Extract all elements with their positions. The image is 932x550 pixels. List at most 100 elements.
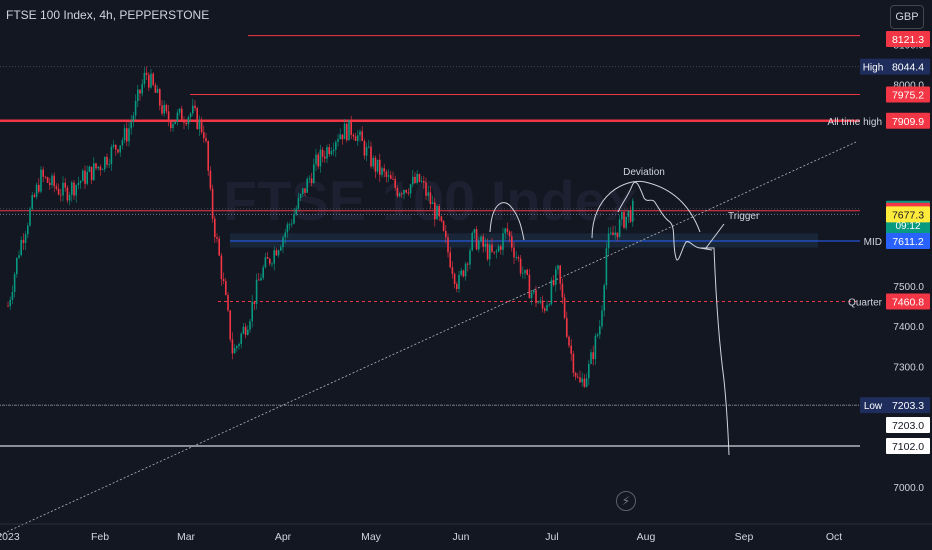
candle-body bbox=[57, 188, 60, 195]
candle-body bbox=[306, 178, 308, 193]
candles bbox=[7, 66, 634, 388]
candle-body bbox=[326, 147, 328, 159]
candle-body bbox=[64, 182, 66, 188]
level-captions: All time high MID Quarter bbox=[828, 117, 883, 309]
candle-body bbox=[361, 131, 363, 141]
candle-body bbox=[590, 352, 592, 364]
candle-body bbox=[38, 184, 40, 192]
candle-body bbox=[13, 274, 16, 292]
price-tag-text: 7460.8 bbox=[892, 297, 924, 309]
candle-body bbox=[75, 185, 77, 196]
candle-body bbox=[291, 223, 293, 225]
candle-body bbox=[491, 244, 493, 252]
currency-button[interactable]: GBP bbox=[890, 5, 924, 29]
candle-body bbox=[493, 251, 495, 253]
candle-body bbox=[88, 166, 91, 172]
candle-body bbox=[308, 178, 311, 180]
candle-body bbox=[627, 210, 630, 217]
time-axis[interactable]: 2023 Feb Mar Apr May Jun Jul Aug Sep Oct bbox=[0, 523, 932, 543]
candle-body bbox=[348, 119, 350, 141]
candle-body bbox=[442, 221, 445, 231]
candle-body bbox=[405, 189, 407, 193]
candle-body bbox=[295, 208, 297, 215]
candle-body bbox=[614, 232, 616, 236]
candle-body bbox=[337, 139, 339, 142]
candle-body bbox=[249, 321, 251, 330]
candle-body bbox=[216, 237, 218, 239]
candle-body bbox=[185, 122, 187, 125]
candle-body bbox=[130, 121, 132, 129]
candle-body bbox=[504, 228, 506, 234]
candle-body bbox=[343, 123, 346, 140]
candle-body bbox=[9, 299, 11, 307]
candle-body bbox=[533, 290, 535, 293]
candle-body bbox=[236, 345, 238, 349]
deviation-label: Deviation bbox=[623, 167, 665, 178]
candle-body bbox=[401, 193, 403, 195]
candle-body bbox=[288, 224, 291, 226]
caption-tag-text: Low bbox=[864, 401, 883, 412]
candle-body bbox=[511, 236, 513, 248]
candle-body bbox=[524, 269, 526, 274]
candle-body bbox=[390, 175, 392, 179]
candle-body bbox=[423, 180, 425, 183]
candle-body bbox=[106, 156, 108, 165]
price-tag bbox=[886, 206, 930, 223]
price-tag bbox=[886, 417, 930, 433]
candle-body bbox=[506, 228, 509, 232]
candle-body bbox=[310, 178, 313, 184]
price-tag bbox=[886, 31, 930, 47]
candle-body bbox=[416, 173, 418, 183]
caption-tag-text: High bbox=[863, 63, 884, 74]
candle-body bbox=[82, 170, 84, 181]
candle-body bbox=[502, 233, 504, 250]
candle-body bbox=[513, 247, 515, 258]
candle-body bbox=[297, 197, 300, 209]
price-tag-text: 7677.3 bbox=[892, 209, 924, 221]
candle-body bbox=[385, 171, 388, 177]
candle-body bbox=[172, 123, 174, 129]
level-caption: All time high bbox=[828, 117, 882, 128]
candle-body bbox=[427, 192, 429, 196]
candle-body bbox=[18, 255, 20, 258]
candle-body bbox=[526, 269, 528, 275]
candle-body bbox=[623, 211, 625, 228]
candle-body bbox=[205, 138, 207, 142]
candle-body bbox=[601, 310, 603, 327]
candle-body bbox=[31, 195, 33, 209]
candle-body bbox=[379, 159, 381, 175]
candle-body bbox=[148, 74, 150, 88]
candle-body bbox=[330, 151, 333, 155]
candle-body bbox=[187, 117, 190, 125]
trigger-label: Trigger bbox=[728, 211, 760, 222]
candle-body bbox=[321, 149, 324, 157]
candle-body bbox=[594, 335, 597, 360]
candle-body bbox=[165, 104, 168, 112]
candle-body bbox=[537, 302, 539, 304]
candle-body bbox=[519, 258, 522, 274]
price-tick: 7500.0 bbox=[893, 282, 924, 293]
candle-body bbox=[170, 122, 172, 129]
candle-body bbox=[339, 134, 341, 140]
price-tag bbox=[886, 86, 930, 103]
candle-body bbox=[478, 241, 480, 250]
lightning-icon[interactable]: ⚡︎ bbox=[616, 491, 636, 511]
candle-body bbox=[280, 247, 282, 251]
time-tick: Feb bbox=[91, 531, 109, 543]
candle-body bbox=[181, 108, 183, 122]
mid-zone bbox=[230, 233, 818, 248]
candle-body bbox=[467, 263, 469, 265]
candle-body bbox=[282, 237, 284, 248]
price-tick: 7300.0 bbox=[893, 362, 924, 373]
candle-body bbox=[431, 202, 434, 205]
candle-body bbox=[453, 273, 456, 284]
candle-body bbox=[396, 187, 399, 197]
candle-body bbox=[574, 372, 577, 377]
candle-body bbox=[412, 176, 414, 185]
candle-body bbox=[495, 251, 498, 253]
price-tag-text: 8044.4 bbox=[892, 62, 924, 74]
price-tick: 7400.0 bbox=[893, 322, 924, 333]
candle-body bbox=[277, 250, 280, 256]
hand-drawings: Deviation Trigger bbox=[489, 167, 760, 456]
